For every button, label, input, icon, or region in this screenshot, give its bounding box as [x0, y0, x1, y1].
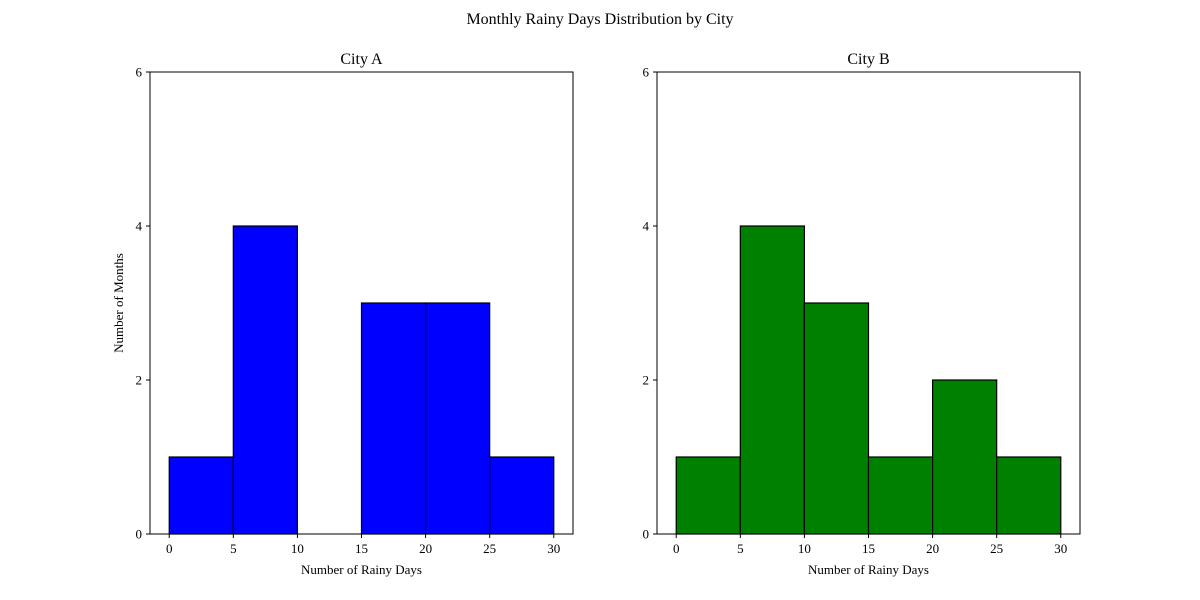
- histogram-bar: [360, 302, 427, 535]
- y-tick-label: 6: [643, 65, 650, 80]
- histogram-bar: [168, 456, 234, 535]
- histogram-bar: [996, 456, 1062, 535]
- x-tick-label: 20: [926, 541, 939, 556]
- y-tick-label: 2: [643, 373, 650, 388]
- x-tick-label: 5: [737, 541, 744, 556]
- y-axis-label: Number of Months: [111, 253, 126, 353]
- x-tick-label: 15: [355, 541, 368, 556]
- y-tick-label: 4: [136, 219, 143, 234]
- y-tick-label: 4: [643, 219, 650, 234]
- histogram-bar: [803, 302, 870, 535]
- y-tick-label: 2: [136, 373, 143, 388]
- x-axis-label: Number of Rainy Days: [808, 562, 929, 577]
- figure-title: Monthly Rainy Days Distribution by City: [466, 11, 733, 28]
- histogram-bar: [232, 225, 299, 535]
- subplot-1: 0 5 10 15 20 25 30 0 2 4 6 City A Number of Rainy Da…: [111, 51, 574, 577]
- histogram-bar: [489, 456, 555, 535]
- x-tick-label: 0: [673, 541, 680, 556]
- x-tick-label: 0: [166, 541, 173, 556]
- x-tick-label: 10: [291, 541, 304, 556]
- x-tick-label: 10: [798, 541, 811, 556]
- x-tick-label: 25: [990, 541, 1003, 556]
- x-tick-label: 30: [1054, 541, 1067, 556]
- y-tick-label: 0: [643, 527, 650, 542]
- histogram-bar: [675, 456, 741, 535]
- x-tick-label: 15: [862, 541, 875, 556]
- x-tick-label: 5: [230, 541, 237, 556]
- x-tick-label: 25: [483, 541, 496, 556]
- x-axis-label: Number of Rainy Days: [301, 562, 422, 577]
- histogram-bar: [867, 456, 934, 535]
- subplot-title: City A: [340, 51, 383, 68]
- x-tick-label: 20: [419, 541, 432, 556]
- subplot-title: City B: [847, 51, 889, 68]
- x-tick-label: 30: [547, 541, 560, 556]
- histogram-bar: [739, 225, 806, 535]
- y-tick-label: 6: [136, 65, 143, 80]
- histogram-bar: [424, 302, 491, 535]
- subplot-2: 0 5 10 15 20 25 30 0 2 4 6 City B Number of Rainy Da…: [643, 51, 1081, 577]
- histogram-bar: [931, 379, 998, 535]
- y-tick-label: 0: [136, 527, 143, 542]
